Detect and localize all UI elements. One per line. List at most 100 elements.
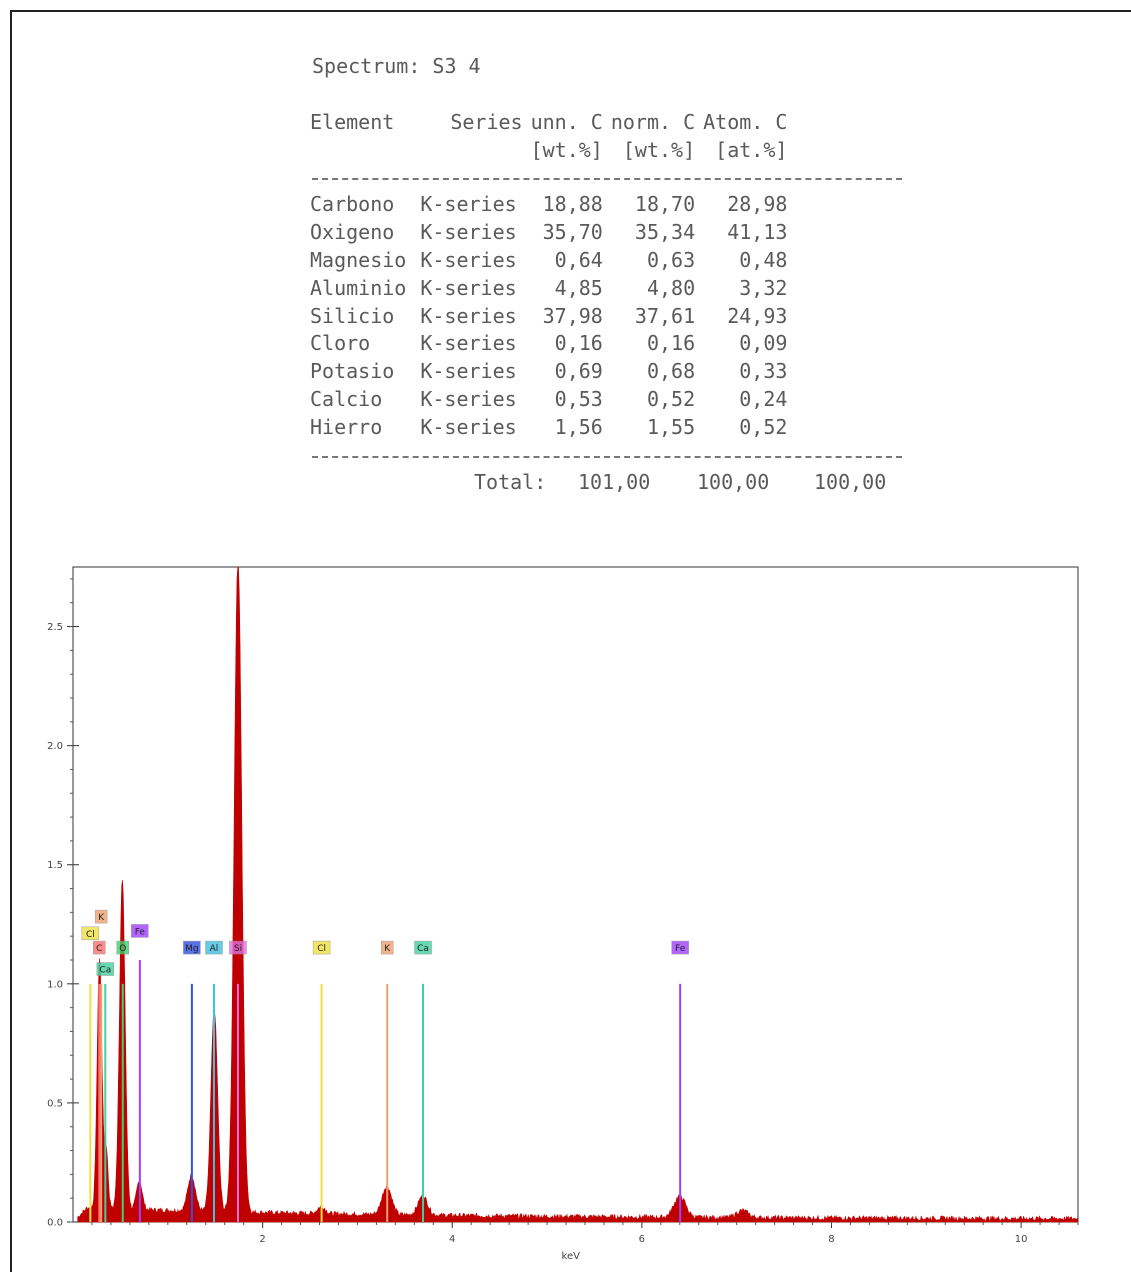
cell-norm: 0,52: [646, 387, 696, 412]
unit-atom: [at.%]: [715, 137, 788, 162]
cell-atom: 41,13: [727, 220, 788, 245]
results-table: Element Series unn. C norm. C Atom. C [w…: [306, 108, 791, 441]
cell-series: K-series: [420, 359, 517, 384]
cell-series: K-series: [420, 303, 517, 328]
cell-series: K-series: [420, 414, 517, 439]
marker-label-fe: Fe: [675, 944, 686, 954]
cell-atom: 0,48: [739, 248, 788, 273]
marker-label-cl: Cl: [86, 930, 95, 940]
col-norm: norm. C: [610, 109, 696, 134]
marker-label-k: K: [384, 944, 391, 954]
total-norm: 100,00: [697, 470, 770, 494]
marker-label-bg: [131, 924, 149, 938]
col-unn: unn. C: [530, 109, 603, 134]
marker-label-o: O: [119, 944, 126, 954]
spectrum-title: Spectrum: S3 4: [312, 54, 481, 78]
y-tick-label: 1.5: [47, 860, 63, 871]
cell-atom: 0,09: [739, 331, 788, 356]
page-frame: [10, 10, 1131, 1272]
table-row: Aluminio K-series 4,85 4,80 3,32: [306, 274, 791, 302]
table-row: Cloro K-series 0,16 0,16 0,09: [306, 330, 791, 358]
cell-element: Silicio: [310, 303, 395, 328]
marker-label-bg: [116, 940, 130, 955]
cell-unn: 35,70: [542, 220, 603, 245]
col-atom: Atom. C: [703, 109, 788, 134]
total-atom: 100,00: [814, 470, 887, 494]
marker-label-bg: [671, 940, 689, 955]
table-rule-bottom: [312, 456, 902, 458]
cell-unn: 0,64: [554, 248, 603, 273]
cell-series: K-series: [420, 248, 517, 273]
cell-unn: 0,53: [554, 387, 603, 412]
marker-label-bg: [205, 940, 223, 955]
cell-norm: 0,16: [646, 331, 696, 356]
cell-unn: 0,69: [554, 359, 603, 384]
x-tick-label: 8: [828, 1234, 834, 1245]
y-tick-label: 0.0: [47, 1218, 63, 1229]
unit-norm: [wt.%]: [622, 137, 696, 162]
cell-norm: 4,80: [646, 275, 696, 300]
y-tick-label: 2.0: [47, 741, 63, 752]
marker-label-si: Si: [234, 944, 242, 954]
cell-unn: 37,98: [542, 303, 603, 328]
total-label: Total:: [474, 470, 547, 494]
table-row: Carbono K-series 18,88 18,70 28,98: [306, 191, 791, 219]
marker-label-bg: [229, 940, 247, 955]
cell-norm: 35,34: [634, 220, 696, 245]
table-rule-top: [312, 178, 902, 180]
cell-norm: 1,55: [646, 414, 696, 439]
marker-label-bg: [414, 940, 432, 955]
cell-norm: 18,70: [634, 192, 696, 217]
cell-series: K-series: [420, 220, 517, 245]
marker-label-bg: [81, 926, 100, 941]
cell-element: Oxigeno: [310, 220, 395, 245]
col-element: Element: [310, 109, 395, 134]
cell-norm: 37,61: [634, 303, 696, 328]
marker-label-bg: [94, 909, 108, 924]
cell-series: K-series: [420, 387, 517, 412]
cell-unn: 0,16: [554, 331, 603, 356]
cell-element: Magnesio: [310, 248, 407, 273]
marker-label-k: K: [98, 913, 105, 923]
table-row: Magnesio K-series 0,64 0,63 0,48: [306, 246, 791, 274]
table-header-row: Element Series unn. C norm. C Atom. C: [306, 108, 791, 136]
cell-unn: 4,85: [554, 275, 603, 300]
marker-label-bg: [93, 940, 106, 955]
spectrum-area: [77, 566, 1079, 1223]
cell-element: Hierro: [310, 414, 383, 439]
cell-element: Carbono: [310, 192, 395, 217]
col-series: Series: [450, 109, 523, 134]
cell-atom: 24,93: [727, 303, 788, 328]
table-row: Potasio K-series 0,69 0,68 0,33: [306, 357, 791, 385]
marker-label-bg: [380, 940, 394, 955]
table-unit-row: [wt.%] [wt.%] [at.%]: [306, 136, 791, 164]
unit-unn: [wt.%]: [530, 137, 603, 162]
x-axis-label: keV: [562, 1251, 581, 1262]
cell-atom: 3,32: [739, 275, 788, 300]
x-tick-label: 4: [449, 1234, 455, 1245]
marker-label-cl: Cl: [317, 944, 326, 954]
y-tick-label: 0.5: [47, 1098, 63, 1109]
cell-element: Cloro: [310, 331, 371, 356]
cell-atom: 0,24: [739, 387, 788, 412]
marker-label-bg: [183, 940, 201, 955]
cell-series: K-series: [420, 192, 517, 217]
marker-label-bg: [312, 940, 331, 955]
cell-norm: 0,63: [646, 248, 696, 273]
cell-element: Calcio: [310, 387, 383, 412]
marker-label-fe: Fe: [135, 927, 146, 937]
cell-series: K-series: [420, 275, 517, 300]
marker-label-bg: [96, 962, 115, 976]
y-tick-label: 2.5: [47, 622, 63, 633]
cell-element: Aluminio: [310, 275, 407, 300]
marker-label-al: Al: [210, 944, 219, 954]
table-row: Hierro K-series 1,56 1,55 0,52: [306, 413, 791, 441]
x-tick-label: 10: [1015, 1234, 1028, 1245]
cell-atom: 0,33: [739, 359, 788, 384]
cell-unn: 18,88: [542, 192, 603, 217]
marker-label-mg: Mg: [185, 944, 198, 954]
cell-atom: 0,52: [739, 414, 788, 439]
x-tick-label: 6: [639, 1234, 645, 1245]
table-row: Silicio K-series 37,98 37,61 24,93: [306, 302, 791, 330]
